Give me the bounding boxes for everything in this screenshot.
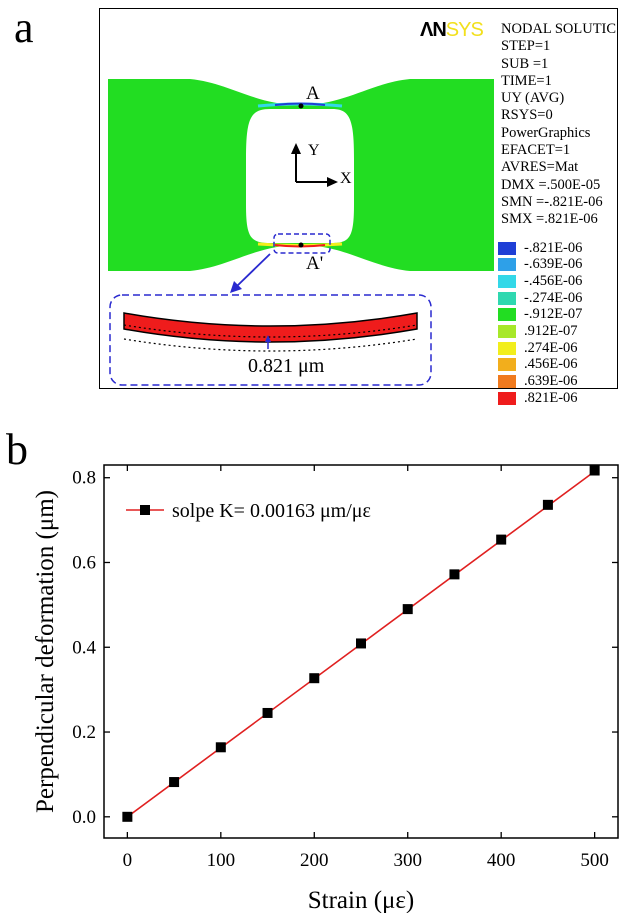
contour-legend-item: .821E-06 <box>498 389 578 406</box>
legend-label: .639E-06 <box>524 373 578 390</box>
x-tick-label: 500 <box>580 850 609 871</box>
data-point <box>169 777 180 788</box>
info-line: AVRES=Mat <box>501 159 579 176</box>
legend-swatch <box>498 325 516 338</box>
x-tick-label: 100 <box>207 850 236 871</box>
info-line: UY (AVG) <box>501 90 565 107</box>
info-line: DMX =.500E-05 <box>501 176 601 193</box>
legend-label: .912E-07 <box>524 323 578 339</box>
point-a <box>298 103 304 109</box>
solution-info: NODAL SOLUTIC STEP=1 SUB =1 TIME=1 UY (AVG) R… <box>501 21 616 229</box>
y-tick-label: 0.0 <box>72 807 96 828</box>
x-tick-label: 0 <box>123 850 133 871</box>
inset-value-label: 0.821 μm <box>248 355 325 377</box>
data-point <box>262 707 273 718</box>
x-tick-label: 400 <box>487 850 516 871</box>
panel-a-letter: a <box>14 3 34 52</box>
x-tick-label: 200 <box>300 850 329 871</box>
legend-swatch <box>498 241 516 255</box>
axis-x-label: X <box>340 170 352 187</box>
deformation-chart: 0 100 200 300 400 500 0.0 0.2 0.4 0.6 0.8 Strain (μ… <box>32 464 619 913</box>
plot-frame <box>103 464 619 839</box>
data-point <box>402 604 413 615</box>
legend-label: solpe K= 0.00163 μm/με <box>172 500 371 522</box>
point-a-label: A <box>306 83 320 104</box>
y-tick-label: 0.8 <box>72 468 96 489</box>
legend-label: .821E-06 <box>524 389 578 406</box>
contour-legend-item: .456E-06 <box>498 356 578 373</box>
info-line: PowerGraphics <box>501 124 591 141</box>
contour-legend-item: .274E-06 <box>498 339 578 356</box>
legend-label: -.821E-06 <box>524 239 583 256</box>
data-point <box>309 673 320 684</box>
legend-label: -.912E-07 <box>524 306 583 323</box>
legend-marker <box>140 505 150 515</box>
contour-legend-item: .639E-06 <box>498 373 578 390</box>
contour-legend-item: .912E-07 <box>498 323 578 339</box>
legend-label: -.456E-06 <box>524 272 583 289</box>
legend-swatch <box>498 341 516 355</box>
panel-b-letter: b <box>6 425 28 474</box>
x-tick-label: 300 <box>393 850 422 871</box>
beam-body <box>108 79 494 271</box>
data-point <box>215 742 226 753</box>
legend-swatch <box>498 258 516 272</box>
info-line: STEP=1 <box>501 38 551 55</box>
data-point <box>496 534 507 545</box>
contour-legend-item: -.821E-06 <box>498 239 583 256</box>
data-point <box>589 465 600 476</box>
legend-label: .456E-06 <box>524 356 578 373</box>
legend-swatch <box>498 308 516 322</box>
legend-swatch <box>498 358 516 372</box>
ansys-logo: ΛNSYS <box>420 19 484 41</box>
info-line: SUB =1 <box>501 55 549 72</box>
x-axis-label: Strain (με) <box>308 887 415 913</box>
legend-swatch <box>498 391 516 405</box>
info-line: TIME=1 <box>501 72 552 89</box>
point-a-prime-label: A' <box>306 253 324 274</box>
y-axis-label: Perpendicular deformation (μm) <box>32 490 59 813</box>
legend-label: -.639E-06 <box>524 256 583 273</box>
info-line: SMN =-.821E-06 <box>501 193 603 210</box>
contour-legend-item: -.912E-07 <box>498 306 583 323</box>
simulation-figure <box>108 79 494 386</box>
legend-label: -.274E-06 <box>524 289 583 306</box>
legend-swatch <box>498 375 516 389</box>
data-point <box>449 569 460 580</box>
info-line: NODAL SOLUTIC <box>501 21 617 37</box>
contour-legend-item: -.639E-06 <box>498 256 583 273</box>
legend-label: .274E-06 <box>524 339 578 356</box>
inset-beam <box>123 312 418 343</box>
inset-box <box>109 294 432 386</box>
selection-box <box>273 233 331 254</box>
info-line: EFACET=1 <box>501 142 571 159</box>
info-line: RSYS=0 <box>501 107 553 124</box>
legend-swatch <box>498 291 516 305</box>
y-tick-label: 0.6 <box>72 552 96 573</box>
data-point <box>122 811 133 822</box>
axis-y-label: Y <box>308 142 320 159</box>
y-tick-label: 0.2 <box>72 722 96 743</box>
data-point <box>542 499 553 510</box>
point-a-prime <box>298 242 304 248</box>
contour-legend-item: -.274E-06 <box>498 289 583 306</box>
legend-swatch <box>498 274 516 288</box>
data-point <box>356 638 366 649</box>
ansys-simulation-panel: A A' Y X 0.821 μm ΛNSYS NODAL SOLUTIC STE… <box>99 8 618 406</box>
info-line: SMX =.821E-06 <box>501 211 598 228</box>
contour-legend-item: -.456E-06 <box>498 272 583 289</box>
y-tick-label: 0.4 <box>72 637 96 658</box>
